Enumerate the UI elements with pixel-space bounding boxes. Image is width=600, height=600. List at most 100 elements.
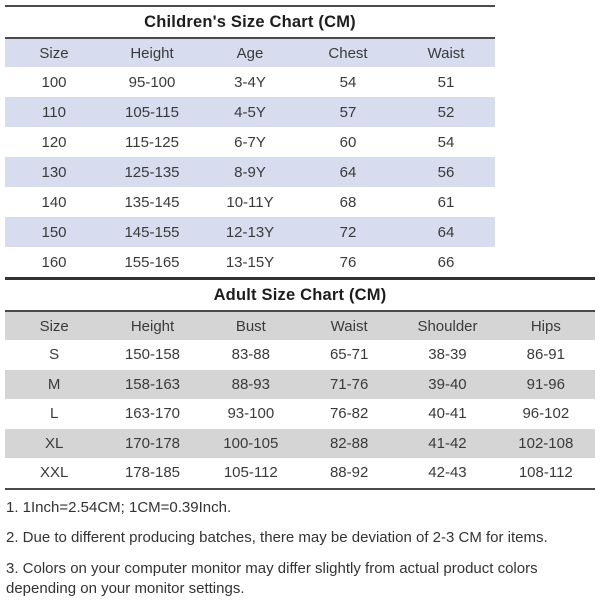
table-cell: 57 (299, 97, 397, 127)
table-cell: 68 (339, 193, 357, 211)
column-header: Hips (496, 311, 595, 340)
table-cell: 39-40 (398, 369, 497, 399)
table-row: 120 115-125 6-7Y 60 54 (5, 127, 495, 157)
note-monitor-colors: 3. Colors on your computer monitor may d… (6, 560, 538, 597)
table-cell: 65-71 (329, 346, 369, 364)
column-header: Height (103, 38, 201, 67)
column-header: Age (201, 38, 299, 67)
table-cell: 52 (397, 97, 495, 127)
table-cell: 4-5Y (201, 97, 299, 127)
table-cell: L (49, 405, 59, 423)
table-cell: 100 (41, 73, 67, 91)
table-cell: 160 (41, 253, 67, 271)
table-cell: 150-158 (124, 346, 181, 364)
column-header: Bust (201, 311, 300, 340)
column-header: Waist (397, 38, 495, 67)
table-row: XL 170-178 100-105 82-88 41-42 102-108 (5, 428, 595, 458)
adult-size-chart-section: Adult Size Chart (CM) Size Height Bust Wais… (5, 277, 595, 490)
column-header: Chest (299, 38, 397, 67)
table-cell: 93-100 (227, 405, 275, 423)
divider (5, 5, 495, 7)
header-row: Size Height Bust Waist Shoulder Hips (5, 311, 595, 340)
table-cell: 82-88 (299, 428, 399, 458)
table-cell: 54 (339, 73, 357, 91)
table-row: M 158-163 88-93 71-76 39-40 91-96 (5, 369, 595, 399)
table-cell: S (49, 346, 60, 364)
table-cell: 145-155 (103, 217, 201, 247)
table-cell: M (5, 369, 104, 399)
table-cell: 10-11Y (226, 193, 274, 211)
table-cell: 6-7Y (234, 133, 266, 151)
table-cell: 95-100 (128, 73, 176, 91)
table-cell: 155-165 (124, 253, 180, 271)
children-size-chart-section: Children's Size Chart (CM) Size Height Age… (5, 5, 495, 277)
column-header: Size (5, 311, 104, 340)
note-inch-conversion: 1. 1Inch=2.54CM; 1CM=0.39Inch. (6, 498, 232, 516)
table-cell: 88-92 (329, 464, 369, 482)
table-row: 160 155-165 13-15Y 76 66 (5, 247, 495, 277)
table-row: 140 135-145 10-11Y 68 61 (5, 187, 495, 217)
table-cell: 41-42 (398, 428, 497, 458)
table-cell: 51 (437, 73, 455, 91)
table-cell: 100-105 (201, 428, 300, 458)
table-cell: 88-93 (201, 369, 300, 399)
table-cell: 170-178 (103, 428, 202, 458)
table-cell: 178-185 (124, 464, 181, 482)
table-row: 110 105-115 4-5Y 57 52 (5, 97, 495, 127)
table-cell: 8-9Y (201, 157, 299, 187)
table-cell: 91-96 (496, 369, 595, 399)
table-cell: 40-41 (428, 405, 467, 423)
column-header: Shoulder (398, 311, 497, 340)
table-cell: 60 (339, 133, 357, 151)
table-cell: 120 (41, 133, 67, 151)
table-cell: 108-112 (518, 464, 573, 482)
table-cell: 56 (397, 157, 495, 187)
table-cell: 110 (5, 97, 103, 127)
note-deviation: 2. Due to different producing batches, t… (6, 529, 548, 547)
table-row: XXL 178-185 105-112 88-92 42-43 108-112 (5, 458, 595, 489)
table-cell: 150 (5, 217, 103, 247)
column-header: Size (5, 38, 103, 67)
header-row: Size Height Age Chest Waist (5, 38, 495, 67)
table-cell: 66 (437, 253, 455, 271)
table-row: S 150-158 83-88 65-71 38-39 86-91 (5, 340, 595, 370)
table-cell: 61 (437, 193, 455, 211)
table-cell: 83-88 (231, 346, 270, 364)
table-cell: XL (5, 428, 104, 458)
table-cell: 102-108 (496, 428, 595, 458)
table-cell: 76-82 (329, 405, 369, 423)
table-cell: 130 (5, 157, 103, 187)
table-cell: 105-115 (103, 97, 201, 127)
table-row: 100 95-100 3-4Y 54 51 (5, 67, 495, 97)
table-cell: 3-4Y (234, 73, 266, 91)
table-cell: 64 (299, 157, 397, 187)
table-cell: 71-76 (299, 369, 399, 399)
table-cell: 54 (437, 133, 455, 151)
children-size-table: Size Height Age Chest Waist 100 95-100 3-4Y 54 5… (5, 37, 495, 277)
table-cell: 42-43 (428, 464, 467, 482)
table-row: L 163-170 93-100 76-82 40-41 96-102 (5, 399, 595, 429)
adult-chart-title: Adult Size Chart (CM) (213, 286, 387, 304)
table-cell: 13-15Y (225, 253, 275, 271)
table-row: 150 145-155 12-13Y 72 64 (5, 217, 495, 247)
column-header: Waist (299, 311, 399, 340)
divider (5, 277, 595, 280)
table-cell: 158-163 (103, 369, 202, 399)
table-cell: 105-112 (223, 464, 278, 482)
column-header: Height (103, 311, 202, 340)
table-row: 130 125-135 8-9Y 64 56 (5, 157, 495, 187)
table-cell: 96-102 (522, 405, 570, 423)
table-cell: 12-13Y (201, 217, 299, 247)
table-cell: 115-125 (125, 133, 179, 151)
adult-size-table: Size Height Bust Waist Shoulder Hips S 150-158… (5, 310, 595, 490)
notes-section: 1. 1Inch=2.54CM; 1CM=0.39Inch. 2. Due to… (5, 490, 595, 599)
table-cell: 135-145 (124, 193, 180, 211)
table-cell: 76 (339, 253, 357, 271)
table-cell: 72 (299, 217, 397, 247)
table-cell: 125-135 (103, 157, 201, 187)
children-chart-title: Children's Size Chart (CM) (144, 13, 356, 31)
table-cell: 86-91 (526, 346, 565, 364)
table-cell: XXL (39, 464, 69, 482)
table-cell: 163-170 (124, 405, 181, 423)
